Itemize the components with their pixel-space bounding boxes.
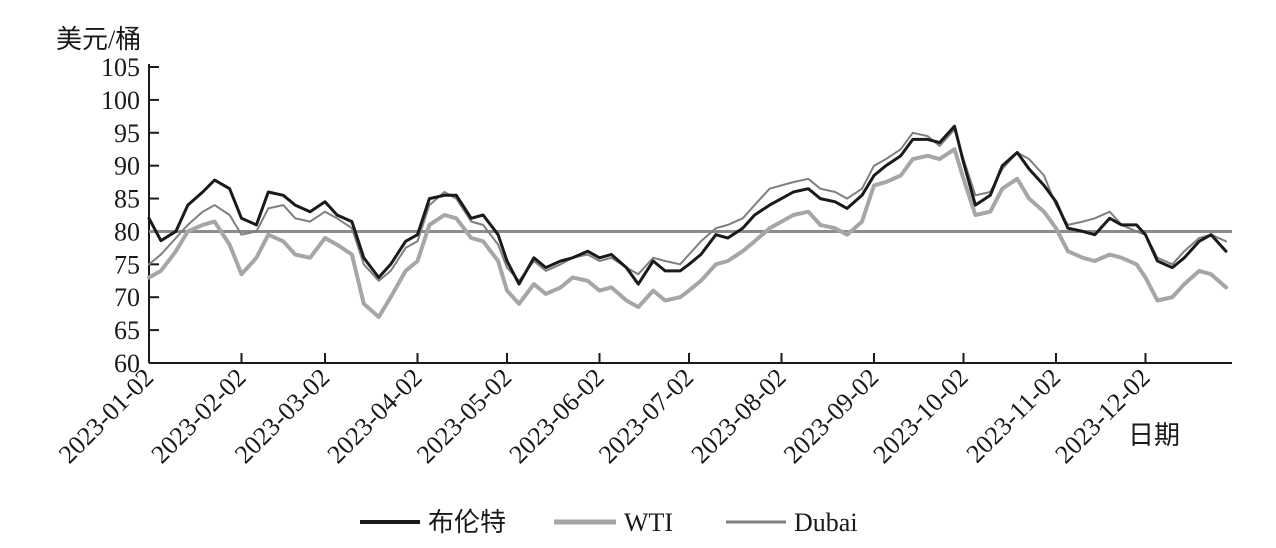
x-axis-label: 日期 [1128,421,1180,450]
y-tick-label: 65 [114,316,140,345]
series-lines [147,124,1228,319]
x-tick-label: 2023-10-02 [867,363,973,469]
legend-label-brent: 布伦特 [428,508,506,537]
y-tick-label: 80 [114,217,140,246]
y-tick-label: 85 [114,185,140,214]
x-tick-label: 2023-05-02 [411,363,517,469]
y-tick-label: 75 [114,250,140,279]
legend: 布伦特 WTI Dubai [360,508,858,537]
x-tick-label: 2023-11-02 [961,363,1067,469]
x-tick-label: 2023-04-02 [321,363,427,469]
x-tick-label: 2023-12-02 [1049,363,1155,469]
legend-label-wti: WTI [624,508,673,537]
y-tick-label: 60 [114,349,140,378]
y-tick-label: 95 [114,119,140,148]
y-tick-label: 70 [114,283,140,312]
x-tick-label: 2023-08-02 [685,363,791,469]
y-tick-label: 90 [114,152,140,181]
series-line-dubai [148,128,1227,282]
y-tick-label: 105 [101,53,140,82]
x-tick-label: 2023-09-02 [778,363,884,469]
x-tick-label: 2023-07-02 [593,363,699,469]
x-tick-label: 2023-06-02 [503,363,609,469]
y-tick-label: 100 [101,86,140,115]
legend-label-dubai: Dubai [794,508,858,537]
series-line-brent [147,124,1228,286]
y-axis-label: 美元/桶 [56,25,141,54]
x-tick-label: 2023-01-02 [53,363,159,469]
axes: 60657075808590951001052023-01-022023-02-… [53,53,1232,469]
series-line-wti [147,147,1228,319]
